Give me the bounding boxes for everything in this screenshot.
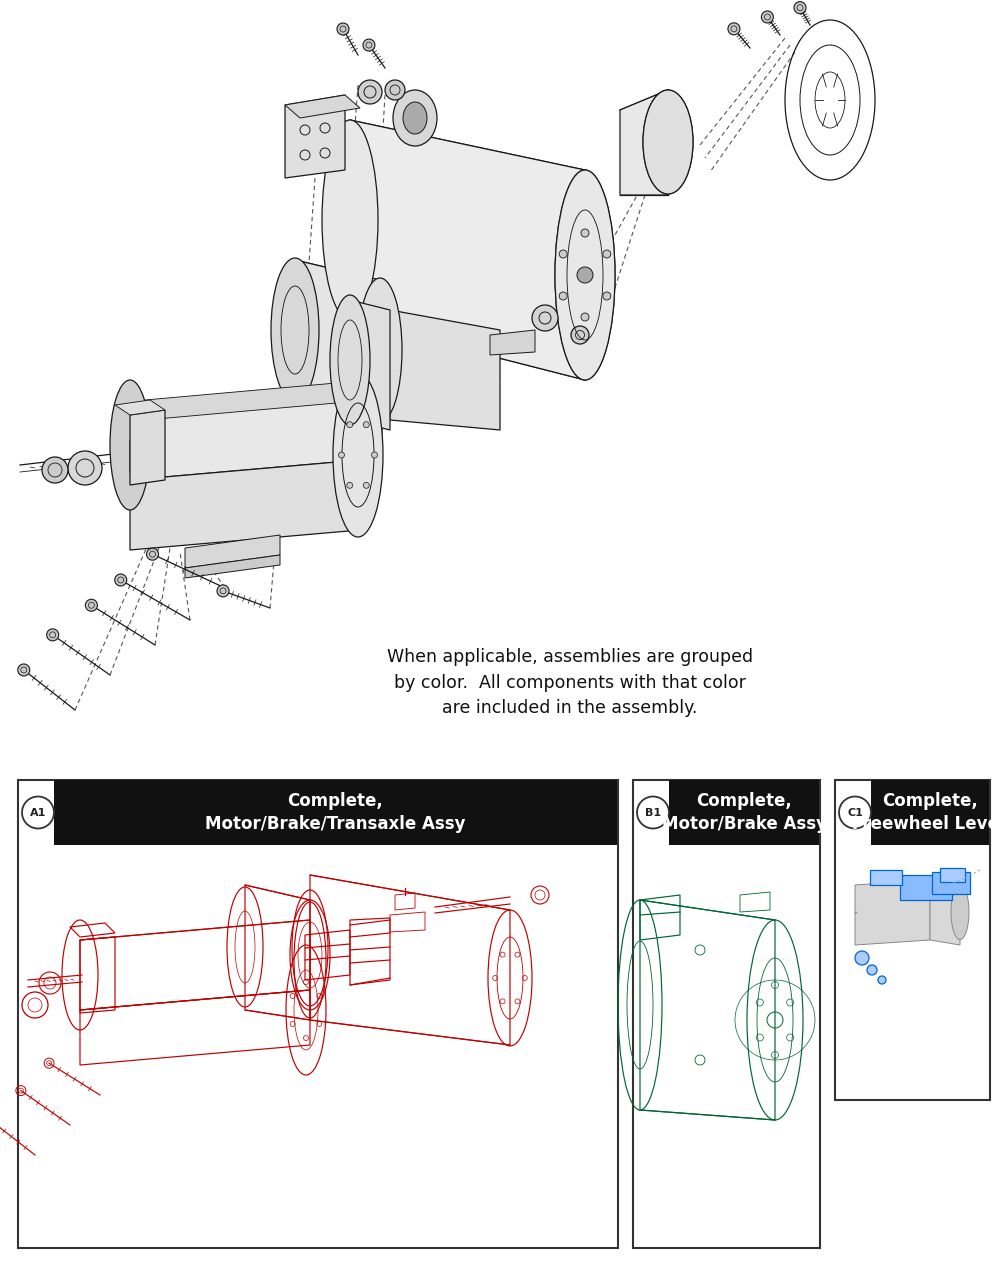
Circle shape <box>347 483 353 488</box>
Ellipse shape <box>643 90 693 194</box>
Ellipse shape <box>338 355 382 495</box>
Polygon shape <box>130 437 160 473</box>
Text: When applicable, assemblies are grouped
by color.  All components with that colo: When applicable, assemblies are grouped … <box>387 647 753 717</box>
Polygon shape <box>620 90 668 195</box>
Text: Complete,
Motor/Brake/Transaxle Assy: Complete, Motor/Brake/Transaxle Assy <box>205 792 466 832</box>
Circle shape <box>85 599 97 611</box>
Circle shape <box>115 574 127 587</box>
Bar <box>870 870 902 886</box>
Ellipse shape <box>643 90 693 194</box>
Circle shape <box>358 80 382 104</box>
Circle shape <box>363 483 369 488</box>
Bar <box>835 780 990 1100</box>
Ellipse shape <box>403 103 427 134</box>
Ellipse shape <box>110 380 150 511</box>
Circle shape <box>22 797 54 829</box>
Circle shape <box>603 291 611 300</box>
Polygon shape <box>145 380 370 419</box>
Circle shape <box>878 976 886 984</box>
Polygon shape <box>130 460 360 550</box>
Bar <box>18 780 618 1248</box>
Text: Complete,
Freewheel Lever: Complete, Freewheel Lever <box>852 792 1000 832</box>
Ellipse shape <box>555 170 615 380</box>
Circle shape <box>794 1 806 14</box>
Circle shape <box>761 11 773 23</box>
Polygon shape <box>285 95 345 177</box>
Polygon shape <box>295 260 380 419</box>
Polygon shape <box>185 555 280 578</box>
Bar <box>633 780 820 1248</box>
Circle shape <box>577 267 593 283</box>
Circle shape <box>571 326 589 345</box>
Polygon shape <box>130 411 165 485</box>
Ellipse shape <box>322 120 378 321</box>
Polygon shape <box>350 120 585 380</box>
Circle shape <box>338 452 344 457</box>
Circle shape <box>347 422 353 428</box>
Circle shape <box>372 452 378 457</box>
Circle shape <box>867 965 877 976</box>
Bar <box>54 780 617 845</box>
Text: B1: B1 <box>645 807 661 817</box>
Bar <box>900 875 952 900</box>
Ellipse shape <box>333 372 383 537</box>
Circle shape <box>42 457 68 483</box>
Circle shape <box>363 422 369 428</box>
Circle shape <box>603 250 611 258</box>
Circle shape <box>337 23 349 35</box>
Text: C1: C1 <box>847 807 863 817</box>
Circle shape <box>581 229 589 237</box>
Circle shape <box>217 585 229 597</box>
Circle shape <box>363 39 375 51</box>
Polygon shape <box>930 881 960 945</box>
Polygon shape <box>130 390 360 480</box>
Bar <box>669 780 819 845</box>
Ellipse shape <box>951 884 969 940</box>
Ellipse shape <box>393 90 437 146</box>
Ellipse shape <box>271 258 319 402</box>
Ellipse shape <box>555 170 615 380</box>
Polygon shape <box>115 400 165 416</box>
Polygon shape <box>390 310 500 430</box>
Bar <box>940 868 965 882</box>
Circle shape <box>532 305 558 331</box>
Text: A1: A1 <box>30 807 46 817</box>
Circle shape <box>559 250 567 258</box>
Circle shape <box>581 313 589 321</box>
Text: Complete,
Motor/Brake Assy: Complete, Motor/Brake Assy <box>662 792 826 832</box>
Circle shape <box>637 797 669 829</box>
Circle shape <box>68 451 102 485</box>
Polygon shape <box>490 329 535 355</box>
Polygon shape <box>350 300 390 430</box>
Circle shape <box>18 664 30 677</box>
Polygon shape <box>855 881 930 945</box>
Polygon shape <box>185 535 280 568</box>
Circle shape <box>146 549 158 560</box>
Bar <box>871 780 989 845</box>
Ellipse shape <box>330 295 370 424</box>
Circle shape <box>728 23 740 35</box>
Bar <box>932 872 970 895</box>
Circle shape <box>385 80 405 100</box>
Polygon shape <box>285 95 360 118</box>
Circle shape <box>47 628 59 641</box>
Circle shape <box>559 291 567 300</box>
Circle shape <box>839 797 871 829</box>
Circle shape <box>855 952 869 965</box>
Ellipse shape <box>358 277 402 422</box>
